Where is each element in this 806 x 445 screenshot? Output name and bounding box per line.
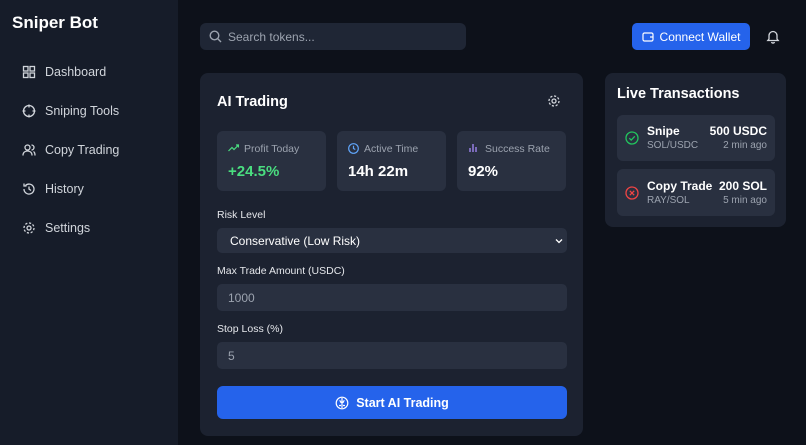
nav-label: Dashboard <box>45 65 107 79</box>
failed-icon <box>625 186 639 200</box>
app-title: Sniper Bot <box>12 13 98 32</box>
tx-time: 5 min ago <box>723 195 767 206</box>
nav-item[interactable]: Copy Trading <box>22 143 119 157</box>
stat-card <box>217 131 326 191</box>
nav-item[interactable]: Dashboard <box>22 65 106 79</box>
tx-amount: 200 SOL <box>718 179 767 193</box>
transaction-item[interactable] <box>617 115 775 161</box>
settings-icon[interactable] <box>547 94 561 108</box>
transaction-item[interactable] <box>617 169 775 216</box>
risk-select[interactable]: Conservative (Low Risk) <box>217 228 567 253</box>
nav-label: Settings <box>45 221 91 235</box>
input-value: 5 <box>228 348 235 363</box>
stat-label: Active Time <box>364 143 419 155</box>
stat-value: 92% <box>468 163 499 180</box>
nav-item[interactable]: Settings <box>22 221 90 235</box>
field-label: Max Trade Amount (USDC) <box>217 265 345 277</box>
tx-type: Snipe <box>647 124 680 138</box>
start-button[interactable]: Start AI Trading <box>217 386 567 419</box>
card-title: Live Transactions <box>617 86 740 102</box>
sidebar: Sniper Bot Dashboard Sniping Tools Copy … <box>0 0 178 445</box>
button-label: Start AI Trading <box>356 395 449 410</box>
stat-card <box>457 131 566 191</box>
notifications-icon[interactable] <box>766 29 780 44</box>
tx-pair: SOL/USDC <box>647 140 699 151</box>
stat-value: 14h 22m <box>348 163 409 180</box>
field-label: Stop Loss (%) <box>217 323 283 335</box>
input-value: 1000 <box>228 290 255 305</box>
field-label: Risk Level <box>217 209 266 221</box>
stat-value: +24.5% <box>228 163 280 180</box>
tx-amount: 500 USDC <box>709 124 767 138</box>
stat-card <box>337 131 446 191</box>
select-value: Conservative (Low Risk) <box>230 233 361 248</box>
tx-type: Copy Trade <box>647 179 713 193</box>
stat-label: Success Rate <box>485 143 550 155</box>
stat-label: Profit Today <box>244 143 300 155</box>
text-input[interactable]: 5 <box>217 342 567 369</box>
connect-wallet-button[interactable]: Connect Wallet <box>632 23 750 50</box>
tx-time: 2 min ago <box>723 140 767 151</box>
nav-item[interactable]: History <box>22 182 84 196</box>
nav-label: History <box>45 182 84 196</box>
ai-trading-card <box>200 73 583 436</box>
stat-icon <box>469 144 477 152</box>
tx-pair: RAY/SOL <box>647 195 690 206</box>
success-icon <box>625 131 639 145</box>
stat-icon <box>348 143 359 154</box>
stat-icon <box>228 144 239 152</box>
nav-item[interactable]: Sniping Tools <box>22 104 119 118</box>
nav-label: Sniping Tools <box>45 104 120 118</box>
button-label: Connect Wallet <box>659 29 741 44</box>
nav-label: Copy Trading <box>45 143 120 157</box>
search-box[interactable]: Search tokens... <box>200 23 466 50</box>
card-title: AI Trading <box>217 94 288 110</box>
search-placeholder: Search tokens... <box>228 29 315 44</box>
text-input[interactable]: 1000 <box>217 284 567 311</box>
